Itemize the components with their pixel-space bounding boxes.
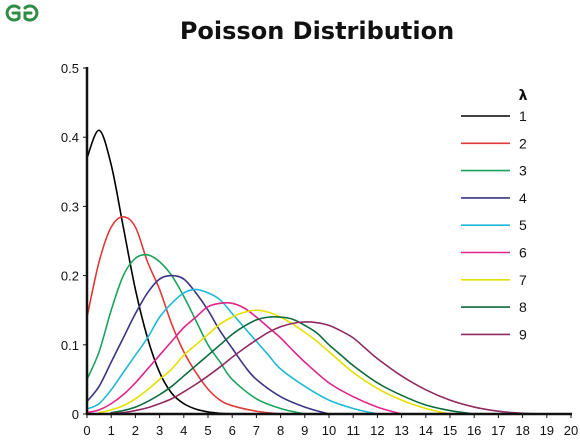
x-tick-label: 8: [277, 423, 284, 438]
legend-label: 6: [519, 245, 527, 261]
y-tick-label: 0: [72, 407, 79, 422]
y-axis-ticks: 0 0.1 0.2 0.3 0.4 0.5: [61, 61, 87, 422]
x-tick-label: 7: [253, 423, 260, 438]
legend-title: λ: [519, 88, 528, 104]
series-line-lambda-6: [86, 301, 403, 415]
x-tick-label: 18: [515, 423, 529, 438]
series-line-lambda-2: [86, 215, 282, 415]
y-tick-label: 0.5: [61, 61, 79, 76]
y-tick-label: 0.4: [61, 130, 79, 145]
x-tick-label: 1: [108, 423, 115, 438]
legend-label: 7: [519, 272, 527, 288]
series-line-lambda-8: [110, 316, 475, 415]
x-tick-label: 13: [394, 423, 408, 438]
x-tick-label: 17: [491, 423, 505, 438]
x-tick-label: 5: [204, 423, 211, 438]
x-tick-label: 12: [370, 423, 384, 438]
legend-label: 1: [519, 108, 527, 124]
x-axis-ticks: 0 1 2 3 4 5 6 7 8 9 10 11 12 13 14 15 16 17 18 19 20: [83, 414, 578, 438]
legend-label: 2: [519, 135, 527, 151]
series-lines: [86, 129, 548, 415]
x-tick-label: 4: [180, 423, 187, 438]
legend-label: 9: [519, 326, 527, 342]
x-tick-label: 6: [229, 423, 236, 438]
chart-title: Poisson Distribution: [180, 17, 454, 45]
x-tick-label: 20: [564, 423, 578, 438]
x-tick-label: 0: [83, 423, 90, 438]
series-line-lambda-7: [98, 309, 451, 415]
x-tick-label: 10: [322, 423, 336, 438]
legend: λ 1 2 3 4 5 6 7 8 9: [461, 88, 528, 342]
x-tick-label: 14: [419, 423, 433, 438]
x-tick-label: 11: [346, 423, 360, 438]
x-tick-label: 19: [540, 423, 554, 438]
x-tick-label: 15: [443, 423, 457, 438]
x-tick-label: 3: [156, 423, 163, 438]
legend-label: 3: [519, 163, 527, 179]
series-line-lambda-4: [86, 274, 330, 415]
series-line-lambda-1: [86, 129, 233, 415]
legend-label: 8: [519, 299, 527, 315]
x-tick-label: 16: [467, 423, 481, 438]
series-line-lambda-3: [86, 253, 306, 415]
legend-label: 4: [519, 190, 527, 206]
x-tick-label: 2: [132, 423, 139, 438]
series-line-lambda-5: [86, 288, 379, 415]
legend-label: 5: [519, 217, 527, 233]
series-line-lambda-9: [110, 321, 548, 415]
geeksforgeeks-logo[interactable]: [5, 4, 39, 22]
y-tick-label: 0.1: [61, 338, 79, 353]
y-tick-label: 0.2: [61, 269, 79, 284]
y-tick-label: 0.3: [61, 199, 79, 214]
x-tick-label: 9: [301, 423, 308, 438]
